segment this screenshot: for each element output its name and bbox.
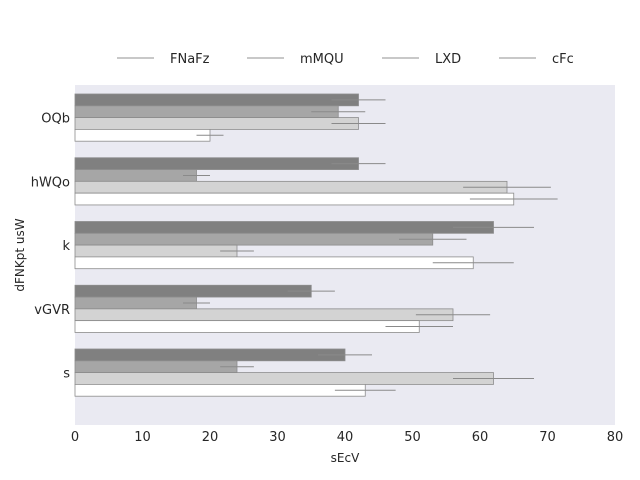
x-tick-label-30: 30: [269, 430, 286, 445]
x-tick-label-10: 10: [134, 430, 151, 445]
x-tick-label-50: 50: [404, 430, 421, 445]
bar-mMQU-k: [74, 232, 434, 246]
bar-cFc-k: [74, 256, 474, 270]
bar-cFc-OQb: [74, 128, 211, 142]
y-tick-label-vGVR: vGVR: [34, 303, 70, 318]
bar-LXD-hWQo: [74, 180, 508, 194]
x-tick-label-70: 70: [539, 430, 556, 445]
y-tick-label-OQb: OQb: [41, 112, 70, 127]
x-axis-label: sEcV: [331, 451, 360, 465]
legend-label-FNaFz: FNaFz: [170, 52, 210, 67]
bar-LXD-vGVR: [74, 308, 454, 322]
y-axis-label: dFNKpt usW: [13, 218, 27, 291]
bar-FNaFz-s: [74, 348, 346, 362]
y-tick-label-hWQo: hWQo: [31, 175, 70, 190]
bar-mMQU-OQb: [74, 105, 339, 119]
bar-cFc-s: [74, 383, 366, 397]
y-tick-labels: OQb hWQo k vGVR s: [31, 112, 71, 382]
x-tick-label-0: 0: [71, 430, 79, 445]
bar-mMQU-s: [74, 360, 238, 373]
x-tick-labels: 0 10 20 30 40 50 60 70 80: [71, 430, 623, 445]
x-tick-label-80: 80: [607, 430, 624, 445]
bar-cFc-vGVR: [74, 320, 420, 333]
bars-layer: [74, 93, 515, 397]
bar-FNaFz-vGVR: [74, 284, 312, 298]
legend-label-mMQU: mMQU: [300, 52, 344, 67]
bar-FNaFz-k: [74, 221, 494, 234]
legend-label-LXD: LXD: [435, 52, 461, 67]
bar-mMQU-vGVR: [74, 296, 197, 310]
bar-mMQU-hWQo: [74, 169, 197, 182]
bar-FNaFz-OQb: [74, 93, 359, 107]
error-bars-layer: [183, 99, 558, 391]
bar-LXD-OQb: [74, 117, 359, 130]
legend-label-cFc: cFc: [552, 52, 574, 67]
bar-LXD-k: [74, 244, 238, 258]
bar-LXD-s: [74, 372, 494, 385]
y-tick-label-s: s: [63, 367, 70, 382]
y-tick-label-k: k: [62, 239, 70, 254]
x-tick-label-60: 60: [472, 430, 489, 445]
legend: FNaFz mMQU LXD cFc: [117, 52, 574, 67]
bar-FNaFz-hWQo: [74, 157, 359, 170]
x-tick-label-20: 20: [202, 430, 219, 445]
bar-cFc-hWQo: [74, 192, 515, 206]
x-tick-label-40: 40: [337, 430, 354, 445]
